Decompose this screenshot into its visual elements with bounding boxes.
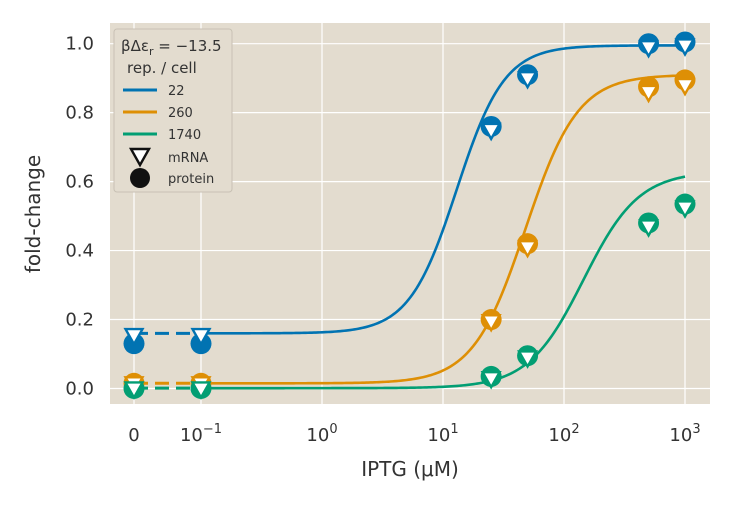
x-tick-labels: 0 10−1 100 101 102 103 <box>128 422 700 446</box>
legend-label-1740: 1740 <box>168 128 201 143</box>
mrna-point-1740 <box>517 350 539 369</box>
legend-label-22: 22 <box>168 84 185 99</box>
mrna-point-1740 <box>480 370 502 390</box>
fit-curve-260 <box>201 74 686 385</box>
mrna-point-1740 <box>638 219 660 238</box>
fit-curve-1740 <box>201 175 686 390</box>
mrna-point-260 <box>480 314 502 333</box>
y-tick-label: 1.0 <box>65 34 94 55</box>
mrna-point-22 <box>123 327 145 347</box>
mrna-point-22 <box>674 38 696 57</box>
mrna-point-22 <box>190 327 212 347</box>
data-points <box>123 31 696 400</box>
y-tick-label: 0.4 <box>65 241 94 262</box>
fit-curve-22 <box>201 44 685 335</box>
y-tick-label: 0.2 <box>65 310 94 331</box>
legend-label-260: 260 <box>168 106 193 121</box>
fit-curves <box>134 44 686 390</box>
legend-mrna-marker <box>128 147 152 168</box>
mrna-point-22 <box>638 39 660 59</box>
legend-protein-label: protein <box>168 172 214 187</box>
mrna-point-1740 <box>123 381 145 400</box>
x-axis-label: IPTG (μM) <box>361 457 459 481</box>
y-tick-label: 0.0 <box>65 378 94 399</box>
y-tick-label: 0.8 <box>65 103 94 124</box>
legend-mrna-label: mRNA <box>168 151 208 166</box>
x-tick-label: 102 <box>548 422 579 446</box>
mrna-point-22 <box>480 122 502 142</box>
x-tick-label: 103 <box>669 422 700 446</box>
legend-series-entries: 22 260 1740 <box>123 84 201 143</box>
mrna-point-260 <box>674 77 696 97</box>
legend-protein-marker <box>130 168 150 188</box>
mrna-point-260 <box>517 239 539 259</box>
mrna-point-260 <box>638 84 660 104</box>
mrna-point-22 <box>517 70 539 90</box>
legend-title-energy: βΔεr = −13.5 <box>121 37 222 58</box>
mrna-point-1740 <box>674 200 696 219</box>
mrna-point-1740 <box>190 381 212 400</box>
x-tick-label: 100 <box>306 422 337 446</box>
grid-lines <box>110 23 710 404</box>
x-tick-label: 101 <box>427 422 458 446</box>
x-tick-label: 10−1 <box>180 422 222 446</box>
y-axis-label: fold-change <box>21 155 45 273</box>
x-tick-label: 0 <box>128 425 139 446</box>
y-tick-labels: 0.0 0.2 0.4 0.6 0.8 1.0 <box>65 34 94 400</box>
y-tick-label: 0.6 <box>65 172 94 193</box>
legend-title-rep-per-cell: rep. / cell <box>127 59 197 77</box>
